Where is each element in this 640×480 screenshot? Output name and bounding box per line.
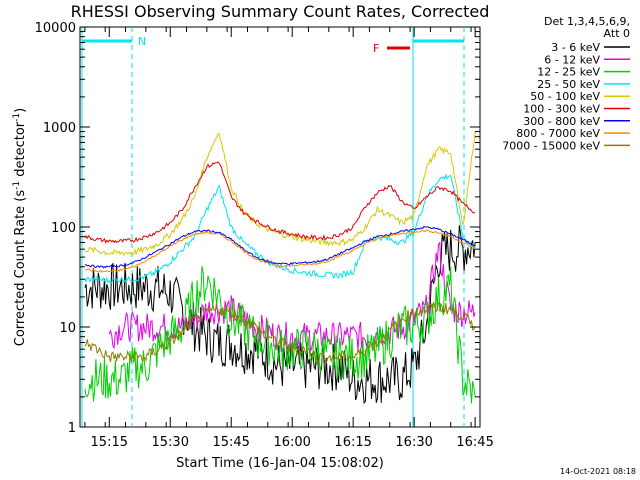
legend-label: 50 - 100 keV	[530, 90, 600, 103]
x-tick-label: 15:30	[152, 435, 189, 450]
legend-label: 7000 - 15000 keV	[502, 139, 600, 152]
legend-label: 3 - 6 keV	[551, 41, 600, 54]
y-tick-label: 100	[51, 221, 76, 236]
x-tick-label: 15:15	[91, 435, 128, 450]
x-tick-label: 15:45	[212, 435, 249, 450]
series-line	[84, 229, 476, 273]
series-line	[84, 301, 476, 364]
series-line	[84, 225, 476, 405]
y-tick-label: 1	[68, 421, 76, 436]
y-tick-label: 1000	[43, 121, 76, 136]
legend-label: 25 - 50 keV	[537, 78, 600, 91]
legend-label: 12 - 25 keV	[537, 66, 600, 79]
flare-label: F	[373, 42, 379, 55]
timestamp: 14-Oct-2021 08:18	[560, 467, 636, 476]
x-tick-label: 16:45	[456, 435, 493, 450]
series-line	[108, 241, 476, 353]
night-label: N	[138, 35, 146, 48]
legend-label: 800 - 7000 keV	[516, 127, 600, 140]
chart-title: RHESSI Observing Summary Count Rates, Co…	[71, 2, 490, 21]
legend-label: 6 - 12 keV	[544, 53, 600, 66]
x-axis-label: Start Time (16-Jan-04 15:08:02)	[176, 456, 384, 471]
series-line	[84, 161, 476, 244]
x-tick-label: 16:30	[395, 435, 432, 450]
legend-header: Att 0	[604, 27, 630, 40]
series-layer	[84, 131, 476, 405]
series-line	[84, 173, 476, 285]
legend-label: 100 - 300 keV	[523, 103, 600, 116]
y-tick-label: 10000	[35, 21, 76, 36]
y-axis-label: Corrected Count Rate (s-1 detector-1)	[12, 108, 28, 346]
series-line	[84, 225, 476, 269]
x-tick-label: 16:00	[273, 435, 310, 450]
legend-label: 300 - 800 keV	[523, 115, 600, 128]
y-tick-label: 10	[59, 321, 76, 336]
series-line	[84, 266, 476, 404]
ticks-layer: 1 10 100 1000 10000 15:15 15:30 15:45 16:00 16:15…	[35, 21, 494, 450]
legend-header: Det 1,3,4,5,6,9,	[544, 15, 630, 28]
x-tick-label: 16:15	[334, 435, 371, 450]
